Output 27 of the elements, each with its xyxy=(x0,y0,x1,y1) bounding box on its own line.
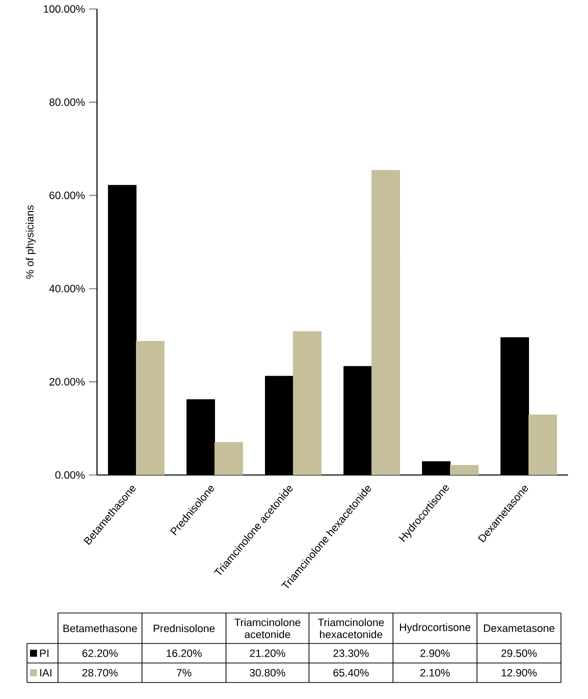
category-label: Prednisolone xyxy=(154,624,215,632)
data-label: 29.50% xyxy=(501,649,537,658)
y-tick-label: 100.00% xyxy=(44,5,85,13)
y-tick-label: 60.00% xyxy=(50,192,85,200)
data-label: 30.80% xyxy=(250,668,286,677)
category-label: Dexametasone xyxy=(484,624,554,632)
data-label: 28.70% xyxy=(82,668,118,677)
legend-label: PI xyxy=(40,650,48,657)
data-label: 12.90% xyxy=(502,668,537,677)
category-label: Betamethasone xyxy=(64,624,137,632)
data-label: 21.20% xyxy=(250,649,286,658)
data-label: 16.20% xyxy=(166,649,202,658)
data-label: 62.20% xyxy=(82,649,118,658)
category-label: Triamcinolone acetonide xyxy=(234,618,300,638)
data-label: 23.30% xyxy=(333,649,369,658)
legend-label: IAI xyxy=(40,669,52,676)
data-label: 2.10% xyxy=(420,668,450,677)
category-label: Hydrocortisone xyxy=(400,623,470,634)
y-tick-label: 80.00% xyxy=(49,98,85,106)
data-label: 65.40% xyxy=(333,668,369,677)
y-tick-label: 20.00% xyxy=(50,378,85,386)
y-tick-label: 0.00% xyxy=(55,471,85,479)
category-label: Triamcinolone hexacetonide xyxy=(318,618,384,638)
data-label: 2.90% xyxy=(420,649,450,658)
y-tick-label: 40.00% xyxy=(49,284,85,292)
y-axis-title: % of physicians xyxy=(26,205,36,279)
data-label: 7% xyxy=(176,669,192,676)
